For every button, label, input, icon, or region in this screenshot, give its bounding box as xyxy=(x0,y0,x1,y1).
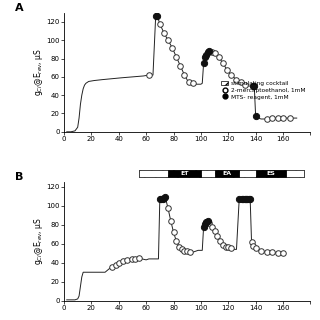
Y-axis label: g$_{Cl}$@E$_{rev}$, µS: g$_{Cl}$@E$_{rev}$, µS xyxy=(32,48,45,96)
Legend: stimulating cocktail, 2-mercaptoethanol, 1mM, MTS- reagent, 1mM: stimulating cocktail, 2-mercaptoethanol,… xyxy=(219,78,308,102)
Bar xyxy=(139,171,168,177)
Text: A: A xyxy=(15,3,23,13)
Y-axis label: g$_{Cl}$@E$_{rev}$, µS: g$_{Cl}$@E$_{rev}$, µS xyxy=(32,217,45,265)
Bar xyxy=(239,171,256,177)
Text: EA: EA xyxy=(222,171,231,176)
Bar xyxy=(286,171,304,177)
Text: B: B xyxy=(15,172,23,182)
Bar xyxy=(256,171,286,177)
Text: ES: ES xyxy=(266,171,275,176)
Bar xyxy=(168,171,201,177)
Bar xyxy=(215,171,239,177)
Bar xyxy=(201,171,215,177)
Text: ET: ET xyxy=(180,171,189,176)
Bar xyxy=(139,171,304,177)
